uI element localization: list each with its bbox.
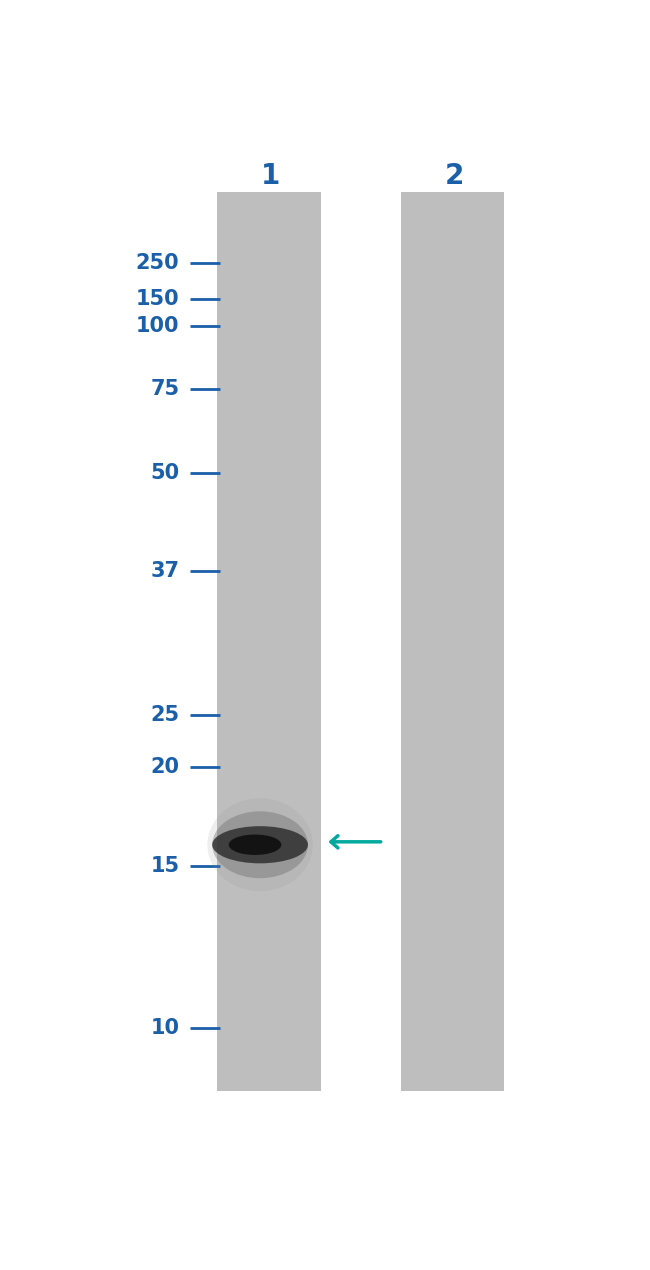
Ellipse shape [229, 834, 281, 855]
Text: 150: 150 [136, 290, 179, 309]
Text: 20: 20 [151, 757, 179, 776]
Text: 2: 2 [445, 161, 463, 189]
Text: 37: 37 [151, 561, 179, 580]
Text: 1: 1 [261, 161, 280, 189]
Ellipse shape [207, 799, 313, 892]
Ellipse shape [212, 812, 308, 878]
Bar [401, 192, 504, 1091]
Text: 100: 100 [136, 316, 179, 337]
Text: 15: 15 [150, 856, 179, 876]
Text: 10: 10 [151, 1017, 179, 1038]
Bar [217, 192, 320, 1091]
Text: 75: 75 [150, 378, 179, 399]
Text: 250: 250 [136, 253, 179, 273]
Ellipse shape [212, 827, 308, 864]
Text: 25: 25 [150, 705, 179, 725]
Text: 50: 50 [150, 464, 179, 483]
